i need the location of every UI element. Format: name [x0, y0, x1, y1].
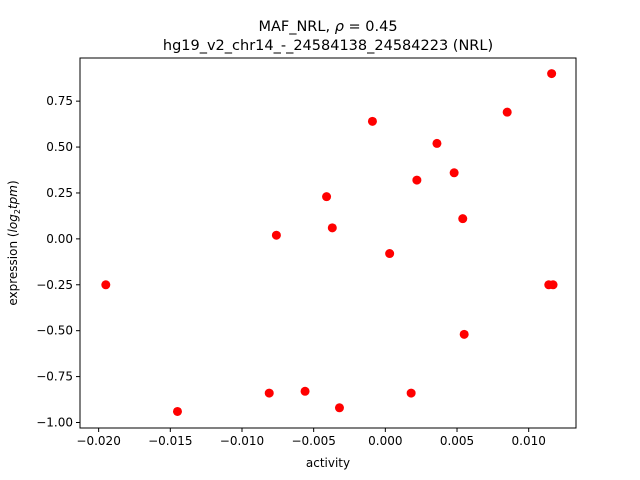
x-tick-label: −0.010 — [220, 434, 264, 448]
y-tick-label: −0.25 — [36, 278, 73, 292]
x-axis-ticks: −0.020 −0.015 −0.010 −0.005 0.000 0.005 0.010 — [76, 428, 546, 448]
y-tick-label: 0.75 — [46, 94, 73, 108]
data-point — [502, 107, 512, 117]
data-point — [367, 116, 377, 126]
x-tick-label: 0.000 — [368, 434, 402, 448]
data-point — [334, 403, 344, 413]
data-point — [264, 388, 274, 398]
x-axis-label: activity — [306, 456, 350, 470]
y-axis-ticks: −1.00 −0.75 −0.50 −0.25 0.00 0.25 0.50 0.75 — [36, 94, 80, 429]
data-point — [385, 249, 395, 259]
data-point — [406, 388, 416, 398]
x-tick-label: −0.005 — [291, 434, 335, 448]
x-tick-label: −0.020 — [76, 434, 120, 448]
data-point — [459, 329, 469, 339]
y-tick-label: −0.50 — [36, 324, 73, 338]
data-point — [432, 138, 442, 148]
x-tick-label: 0.005 — [440, 434, 474, 448]
y-tick-label: −1.00 — [36, 415, 73, 429]
data-point — [271, 230, 281, 240]
data-point — [327, 223, 337, 233]
y-axis-label: expression (log2tpm) — [6, 180, 22, 305]
y-tick-label: −0.75 — [36, 370, 73, 384]
data-point — [449, 168, 459, 178]
data-point — [547, 69, 557, 79]
data-points — [101, 69, 558, 416]
data-point — [322, 192, 332, 202]
chart-title-line2: hg19_v2_chr14_-_24584138_24584223 (NRL) — [163, 38, 493, 54]
plot-frame — [79, 57, 577, 429]
y-tick-label: 0.00 — [46, 232, 73, 246]
data-point — [548, 280, 558, 290]
y-tick-label: 0.25 — [46, 186, 73, 200]
data-point — [458, 214, 468, 224]
data-point — [412, 175, 422, 185]
data-point — [300, 386, 310, 396]
x-tick-label: −0.015 — [148, 434, 192, 448]
y-tick-label: 0.50 — [46, 140, 73, 154]
x-tick-label: 0.010 — [512, 434, 546, 448]
chart-title-line1: MAF_NRL, ρ = 0.45 — [258, 19, 397, 35]
data-point — [101, 280, 111, 290]
data-point — [172, 406, 182, 416]
